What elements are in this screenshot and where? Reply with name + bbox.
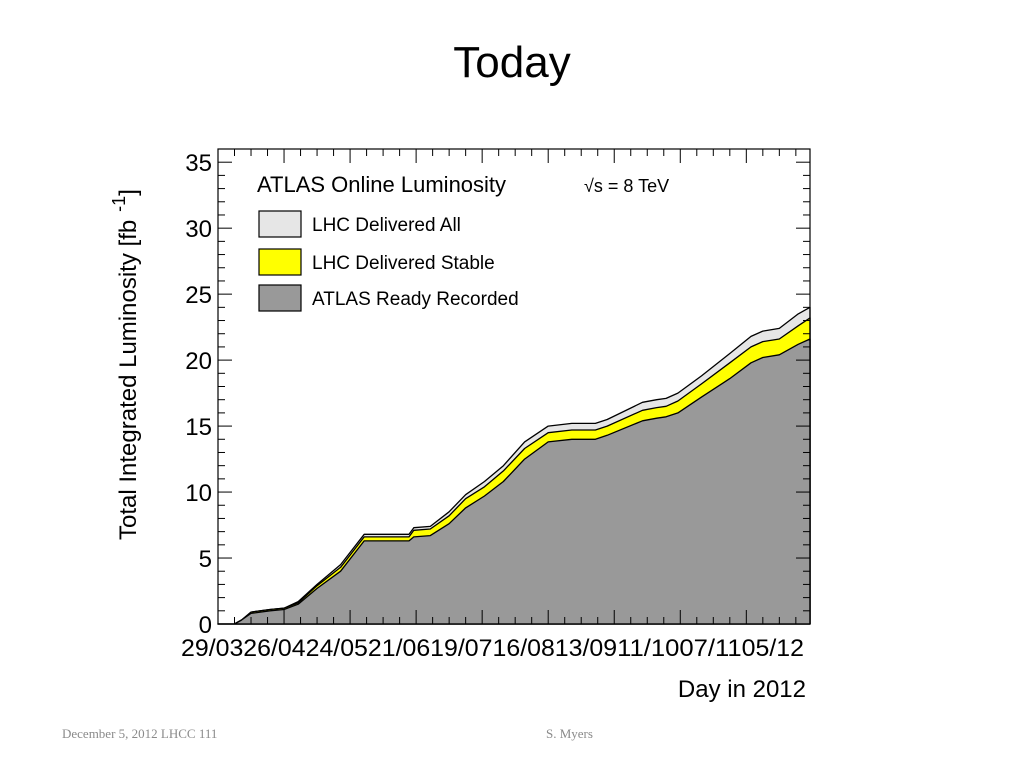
y-tick-label-0: 0: [199, 612, 212, 639]
series-area-2: [217, 338, 811, 625]
legend-label-0: LHC Delivered All: [312, 215, 461, 236]
x-tick-label-2: 24/05: [306, 635, 368, 662]
x-tick-label-3: 21/06: [368, 635, 430, 662]
x-tick-label-4: 19/07: [430, 635, 492, 662]
chart-title: ATLAS Online Luminosity: [257, 172, 506, 197]
legend-swatch-1: [258, 248, 302, 276]
y-tick-label-1: 5: [199, 546, 212, 573]
x-tick-label-0: 29/03: [181, 635, 243, 662]
area-series-group: [217, 306, 811, 625]
x-tick-label-7: 11/10: [617, 635, 679, 662]
x-tick-label-1: 26/04: [243, 635, 305, 662]
y-axis-label: Total Integrated Luminosity [fb-1]: [109, 189, 142, 540]
y-tick-label-2: 10: [185, 480, 212, 507]
legend: ATLAS Online Luminosity √s = 8 TeV LHC Del…: [257, 172, 669, 312]
legend-swatch-2: [258, 284, 302, 312]
legend-swatch-0: [258, 210, 302, 238]
slide-title: Today: [453, 38, 571, 87]
legend-label-2: ATLAS Ready Recorded: [312, 289, 519, 310]
x-tick-label-9: 05/12: [742, 635, 804, 662]
y-tick-label-7: 35: [185, 150, 212, 177]
x-tick-label-5: 16/08: [493, 635, 555, 662]
x-axis-label: Day in 2012: [678, 676, 806, 703]
x-tick-label-8: 07/11: [679, 635, 741, 662]
y-tick-label-5: 25: [185, 282, 212, 309]
legend-label-1: LHC Delivered Stable: [312, 253, 495, 274]
footer-date: December 5, 2012 LHCC 111: [62, 726, 218, 741]
y-tick-label-6: 30: [185, 216, 212, 243]
x-tick-label-6: 13/09: [555, 635, 617, 662]
energy-label: √s = 8 TeV: [584, 176, 669, 196]
y-tick-label-3: 15: [185, 414, 212, 441]
axis-ticks: [217, 148, 810, 625]
footer-author: S. Myers: [546, 726, 593, 741]
y-tick-label-4: 20: [185, 348, 212, 375]
